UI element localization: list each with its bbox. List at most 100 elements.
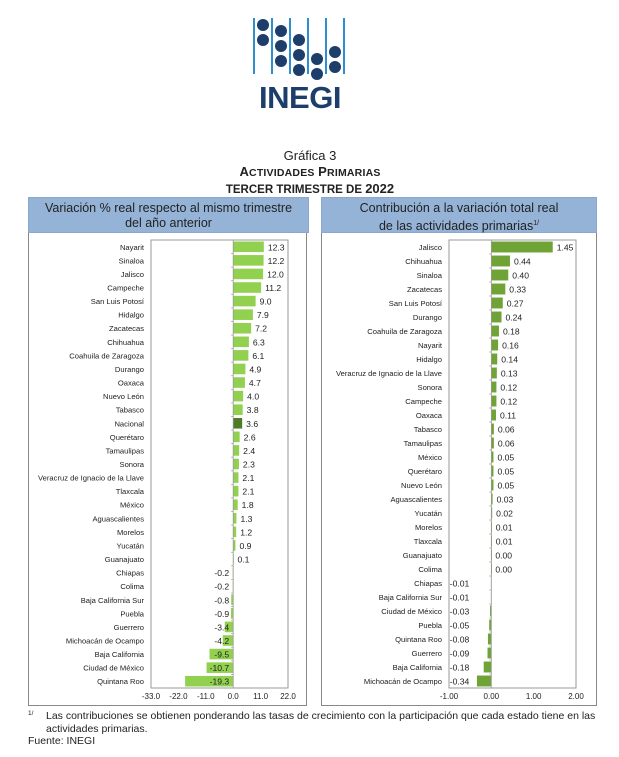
data-label: 0.01: [496, 537, 513, 547]
data-label: 0.05: [497, 467, 514, 477]
category-label: Sinaloa: [119, 256, 145, 265]
x-tick-label: -22.0: [169, 692, 188, 701]
logo-text: INEGI: [259, 80, 341, 112]
category-label: Oaxaca: [118, 379, 145, 388]
bar-hidalgo: [233, 309, 253, 320]
category-label: San Luis Potosí: [389, 299, 443, 308]
bar-sinaloa: [491, 269, 509, 281]
bar-méxico: [233, 499, 238, 511]
data-label: 2.6: [244, 432, 256, 442]
bar-oaxaca: [233, 377, 245, 388]
data-label: 2.1: [242, 487, 254, 497]
category-label: Morelos: [117, 528, 144, 537]
category-label: Chihuahua: [107, 338, 145, 347]
data-label: 7.9: [257, 310, 269, 320]
grafica-number: Gráfica 3: [283, 148, 337, 163]
data-label: -0.8: [214, 595, 229, 605]
category-label: Chiapas: [414, 579, 442, 588]
bar-aguascalientes: [491, 493, 493, 505]
category-label: México: [418, 453, 442, 462]
bar-aguascalientes: [233, 513, 237, 524]
data-label: 0.01: [496, 523, 513, 533]
category-label: Guerrero: [412, 649, 442, 658]
data-label: 0.11: [500, 411, 516, 421]
bar-coahuila-de-zaragoza: [233, 350, 249, 361]
category-label: Tamaulipas: [106, 446, 145, 455]
category-label: Michoacán de Ocampo: [364, 677, 442, 686]
category-label: Coahuila de Zaragoza: [367, 327, 442, 336]
data-label: 4.9: [249, 364, 261, 374]
right-panel-title-line1: Contribución a la variación total real: [359, 201, 559, 215]
bar-jalisco: [491, 241, 553, 253]
bar-san-luis-potosí: [233, 295, 256, 307]
category-label: Aguascalientes: [390, 495, 442, 504]
category-label: Nacional: [114, 419, 144, 428]
right-panel-title-line2: de las actividades primarias1/: [322, 216, 596, 234]
data-label: 0.02: [496, 509, 513, 519]
data-label: 6.1: [252, 351, 264, 361]
data-label: 0.24: [505, 313, 522, 323]
category-label: Sonora: [120, 460, 145, 469]
category-label: Puebla: [418, 621, 442, 630]
chart-subtitle: TERCER TRIMESTRE DE 2022: [150, 181, 470, 198]
bar-oaxaca: [491, 409, 496, 421]
category-label: Tlaxcala: [116, 487, 145, 496]
logo-lines: [253, 18, 345, 74]
category-label: Guanajuato: [403, 551, 442, 560]
category-label: Jalisco: [419, 243, 442, 252]
category-label: Sinaloa: [417, 271, 443, 280]
bar-baja-california-sur: [231, 594, 234, 606]
category-label: Oaxaca: [416, 411, 443, 420]
category-label: Nuevo León: [103, 392, 144, 401]
category-label: Ciudad de México: [381, 607, 442, 616]
bar-ciudad-de-méxico: [206, 662, 234, 673]
bar-yucatán: [233, 540, 236, 551]
category-label: Aguascalientes: [92, 514, 144, 523]
data-label: -0.01: [450, 593, 470, 603]
data-label: 11.2: [265, 283, 281, 293]
bar-durango: [491, 311, 502, 323]
category-label: San Luis Potosí: [91, 297, 145, 306]
bar-nacional: [233, 417, 243, 429]
category-label: Nayarit: [418, 341, 443, 350]
category-label: Veracruz de Ignacio de la Llave: [38, 474, 144, 483]
x-tick-label: 0.0: [228, 692, 240, 701]
right-panel-frame: [321, 233, 597, 706]
x-tick-label: 11.0: [253, 692, 269, 701]
bar-tabasco: [233, 404, 243, 415]
data-label: 0.14: [501, 355, 518, 365]
chart-subtitle-text: TERCER TRIMESTRE DE: [225, 184, 362, 196]
category-label: Quintana Roo: [395, 635, 442, 644]
plot-area: [448, 239, 577, 689]
category-label: Yucatán: [117, 541, 144, 550]
category-label: Baja California Sur: [81, 596, 145, 605]
data-label: -0.05: [450, 621, 470, 631]
right-bar-chart: Jalisco 1.45 Chihuahua 0.44 Sinaloa 0.40 Zacat…: [336, 239, 584, 701]
category-label: Querétaro: [408, 467, 442, 476]
bar-campeche: [233, 282, 262, 293]
data-label: 0.33: [509, 285, 526, 295]
category-label: Chihuahua: [405, 257, 443, 266]
category-label: Campeche: [405, 397, 442, 406]
bar-michoacán-de-ocampo: [476, 675, 492, 687]
bar-michoacán-de-ocampo: [222, 635, 234, 646]
data-label: -19.3: [210, 677, 230, 687]
data-label: -0.03: [450, 607, 470, 617]
data-label: -9.5: [214, 650, 229, 660]
bar-puebla: [489, 619, 492, 631]
right-panel-title-line2-text: de las actividades primarias: [378, 219, 534, 234]
category-label: Veracruz de Ignacio de la Llave: [336, 369, 442, 378]
data-label: 0.13: [501, 369, 518, 379]
data-label: 7.2: [255, 324, 267, 334]
data-label: 0.40: [512, 271, 529, 281]
data-label: 1.3: [240, 514, 252, 524]
data-label: 0.44: [514, 257, 531, 267]
data-label: -0.18: [450, 663, 470, 673]
data-label: -0.01: [450, 579, 470, 589]
bar-campeche: [491, 395, 497, 407]
left-panel-title-line1: Variación % real respecto al mismo trime…: [44, 201, 293, 215]
bar-durango: [233, 363, 246, 375]
data-label: 0.05: [497, 481, 514, 491]
left-bar-chart: Nayarit 12.3 Sinaloa 12.2 Jalisco 12.0 Campech…: [38, 239, 296, 701]
bar-veracruz-de-ignacio-de-la-llave: [233, 472, 239, 483]
